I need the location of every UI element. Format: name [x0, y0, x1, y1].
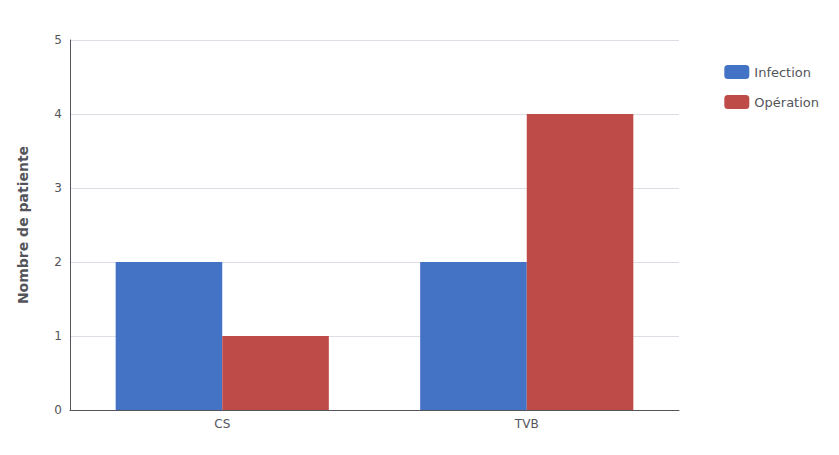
svg-text:0: 0: [54, 403, 62, 417]
svg-text:2: 2: [54, 255, 62, 269]
svg-text:4: 4: [54, 107, 62, 121]
svg-text:CS: CS: [214, 417, 230, 431]
svg-text:1: 1: [54, 329, 62, 343]
svg-text:3: 3: [54, 181, 62, 195]
svg-text:Nombre de patiente: Nombre de patiente: [15, 146, 31, 304]
svg-text:Infection: Infection: [754, 65, 811, 80]
svg-text:5: 5: [54, 33, 62, 47]
svg-text:TVB: TVB: [514, 417, 539, 431]
svg-text:Opération: Opération: [754, 95, 819, 110]
